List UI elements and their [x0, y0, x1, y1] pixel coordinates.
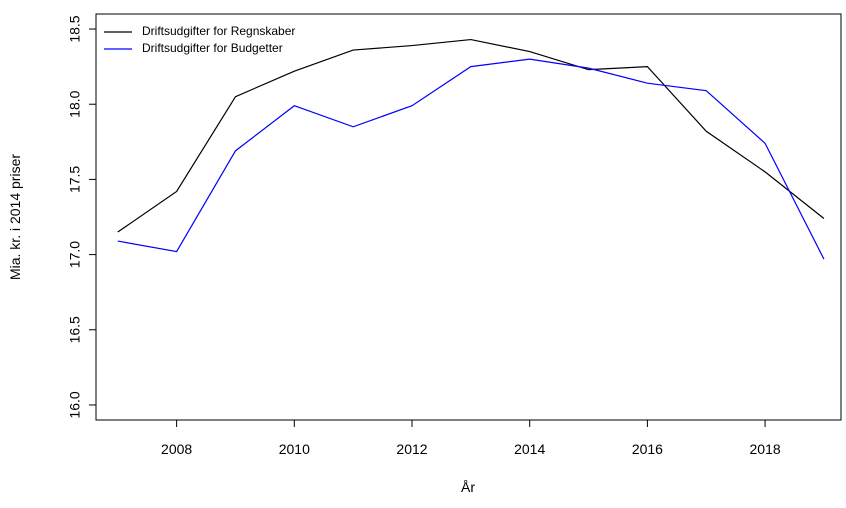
- x-tick-label: 2014: [514, 441, 545, 457]
- x-tick-label: 2012: [396, 441, 427, 457]
- y-tick-label: 16.0: [67, 391, 83, 418]
- x-tick-label: 2010: [279, 441, 310, 457]
- y-tick-label: 17.5: [67, 166, 83, 193]
- series-line: [117, 58, 825, 260]
- x-tick-label: 2008: [161, 441, 192, 457]
- legend-label: Driftsudgifter for Budgetter: [142, 41, 283, 55]
- y-tick-label: 17.0: [67, 241, 83, 268]
- x-axis-label: År: [461, 479, 475, 495]
- x-tick-label: 2016: [632, 441, 663, 457]
- plot-box: [95, 13, 842, 421]
- y-tick-label: 18.5: [67, 15, 83, 42]
- legend-label: Driftsudgifter for Regnskaber: [142, 24, 295, 38]
- y-tick-label: 16.5: [67, 316, 83, 343]
- y-tick-label: 18.0: [67, 90, 83, 117]
- x-tick-label: 2018: [750, 441, 781, 457]
- series-line: [117, 38, 825, 233]
- y-axis-label: Mia. kr. i 2014 priser: [7, 154, 23, 280]
